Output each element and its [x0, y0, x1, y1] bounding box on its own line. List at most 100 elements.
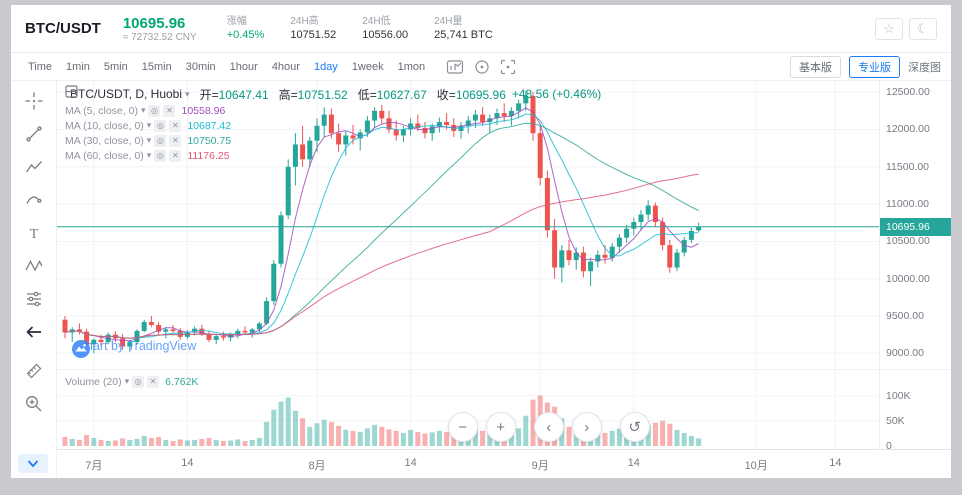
candlestick-chart[interactable] — [57, 81, 879, 369]
pro-version-button[interactable]: 专业版 — [849, 55, 900, 78]
legend-symbol-row: BTC/USDT, D, Huobi ▾ 开=10647.41 高=10751.… — [65, 85, 601, 103]
trading-app-window: BTC/USDT 10695.96 ≈ 72732.52 CNY 涨幅 +0.4… — [11, 5, 951, 478]
interval-1hour[interactable]: 1hour — [223, 58, 265, 76]
text-tool-icon[interactable]: T — [24, 223, 44, 243]
interval-1min[interactable]: 1min — [59, 58, 97, 76]
time-axis-label: 7月 — [85, 460, 103, 472]
indicator-remove-icon[interactable]: ✕ — [169, 134, 182, 147]
toolbar-right: 基本版 专业版 深度图 — [790, 55, 941, 78]
trendline-icon[interactable] — [24, 124, 44, 144]
time-axis[interactable]: 7月 14 8月 14 9月 14 10月 14 — [57, 449, 951, 478]
volume-label[interactable]: Volume (20) — [65, 375, 122, 388]
volume-value: 6.762K — [165, 375, 199, 388]
header-actions: ☆ ☾ — [875, 17, 937, 40]
interval-15min[interactable]: 15min — [135, 58, 179, 76]
ma-label[interactable]: MA (5, close, 0) — [65, 104, 138, 117]
time-axis-label: 10月 — [744, 460, 768, 472]
stat-24h-low: 24H低 10556.00 — [362, 15, 408, 42]
pair-name[interactable]: BTC/USDT — [25, 20, 101, 37]
indicator-settings-icon[interactable]: ◎ — [132, 375, 145, 388]
zoom-in-icon[interactable] — [24, 394, 44, 414]
volume-axis[interactable]: 100K 50K 0 — [879, 370, 951, 452]
chevron-down-icon[interactable]: ▾ — [146, 135, 152, 145]
last-price-tag: 10695.96 — [880, 217, 951, 236]
indicator-remove-icon[interactable]: ✕ — [169, 119, 182, 132]
chevron-down-icon — [27, 459, 39, 467]
ma-label[interactable]: MA (30, close, 0) — [65, 134, 144, 147]
favorite-button[interactable]: ☆ — [875, 17, 903, 40]
chevron-down-icon[interactable]: ▾ — [185, 88, 190, 99]
interval-1week[interactable]: 1week — [345, 58, 391, 76]
chevron-down-icon[interactable]: ▾ — [124, 376, 130, 386]
chevron-down-icon[interactable]: ▾ — [146, 150, 152, 160]
reset-chart-button[interactable]: ↺ — [619, 412, 650, 442]
indicator-settings-icon[interactable]: ◎ — [154, 149, 167, 162]
ohlc-change: +48.56 (+0.46%) — [511, 87, 602, 101]
indicators-icon[interactable] — [446, 59, 464, 75]
ruler-icon[interactable] — [24, 361, 44, 381]
price-axis-label: 9500.00 — [886, 309, 924, 322]
volume-pane[interactable]: 100K 50K 0 Volume (20) ▾ ◎ ✕ 6.762K − — [57, 369, 951, 452]
indicator-settings-icon[interactable]: ◎ — [154, 134, 167, 147]
candlestick-pane[interactable]: 12500.00 12000.00 11500.00 11000.00 1050… — [57, 81, 951, 369]
symbol-title[interactable]: BTC/USDT, D, Huobi — [70, 87, 183, 101]
time-axis-label: 14 — [627, 457, 640, 469]
depth-chart-button[interactable]: 深度图 — [908, 61, 941, 74]
stat-label: 24H高 — [290, 16, 319, 27]
drawing-toolbar: T — [11, 81, 57, 478]
pan-left-button[interactable]: ‹ — [533, 412, 564, 442]
svg-text:T: T — [29, 227, 38, 242]
last-price: 10695.96 — [122, 14, 186, 32]
crosshair-icon[interactable] — [24, 91, 44, 111]
indicator-settings-icon[interactable]: ◎ — [154, 119, 167, 132]
interval-1day[interactable]: 1day — [307, 58, 345, 76]
chevron-down-icon[interactable]: ▾ — [146, 120, 152, 130]
basic-version-button[interactable]: 基本版 — [790, 55, 841, 78]
pan-right-button[interactable]: › — [571, 412, 602, 442]
interval-5min[interactable]: 5min — [97, 58, 135, 76]
collapse-toolbar-button[interactable] — [18, 454, 48, 473]
chevron-down-icon[interactable]: ▾ — [140, 105, 146, 115]
stat-value: 25,741 BTC — [434, 29, 493, 41]
stat-value: +0.45% — [226, 29, 265, 41]
volume-axis-label: 50K — [886, 414, 905, 427]
price-axis-label: 12000.00 — [886, 123, 930, 136]
interval-4hour[interactable]: 4hour — [265, 58, 307, 76]
ma-indicator-row: MA (5, close, 0) ▾ ◎ ✕ 10558.96 — [65, 103, 601, 118]
indicator-remove-icon[interactable]: ✕ — [163, 104, 176, 117]
zoom-in-button[interactable]: + — [485, 412, 516, 442]
ohlc-close: 收=10695.96 — [436, 87, 506, 102]
indicator-remove-icon[interactable]: ✕ — [169, 149, 182, 162]
tuner-icon[interactable] — [24, 289, 44, 309]
theme-toggle-button[interactable]: ☾ — [909, 17, 937, 40]
brush-icon[interactable] — [24, 190, 44, 210]
interval-1mon[interactable]: 1mon — [391, 58, 433, 76]
price-axis[interactable]: 12500.00 12000.00 11500.00 11000.00 1050… — [879, 81, 951, 369]
time-axis-label: 14 — [404, 457, 417, 469]
stat-change: 涨幅 +0.45% — [227, 15, 265, 42]
ma-value: 10687.42 — [187, 119, 232, 132]
ma-label[interactable]: MA (10, close, 0) — [65, 119, 144, 132]
ma-label[interactable]: MA (60, close, 0) — [65, 149, 144, 162]
screenshot-icon[interactable] — [500, 59, 516, 75]
volume-axis-label: 0 — [886, 440, 892, 452]
tradingview-watermark[interactable]: Chart by TradingView — [71, 339, 196, 358]
ohlc-high: 高=10751.52 — [278, 87, 348, 102]
price-axis-label: 11500.00 — [886, 160, 930, 173]
interval-time[interactable]: Time — [21, 58, 59, 76]
indicator-settings-icon[interactable]: ◎ — [148, 104, 161, 117]
stat-value: 10751.52 — [290, 29, 337, 41]
ma-indicator-row: MA (60, close, 0) ▾ ◎ ✕ 11176.25 — [65, 148, 601, 163]
interval-30min[interactable]: 30min — [179, 58, 223, 76]
stat-label: 涨幅 — [226, 16, 247, 27]
zigzag-icon[interactable] — [24, 157, 44, 177]
stat-label: 24H量 — [434, 16, 463, 27]
arrow-left-icon[interactable] — [24, 322, 44, 342]
indicator-remove-icon[interactable]: ✕ — [147, 375, 160, 388]
zoom-out-button[interactable]: − — [447, 412, 478, 442]
aperture-icon[interactable] — [474, 59, 490, 75]
stat-value: 10556.00 — [362, 29, 409, 41]
xabcd-pattern-icon[interactable] — [24, 256, 44, 276]
chart-body: T — [11, 81, 951, 478]
price-axis-label: 12500.00 — [886, 86, 930, 99]
